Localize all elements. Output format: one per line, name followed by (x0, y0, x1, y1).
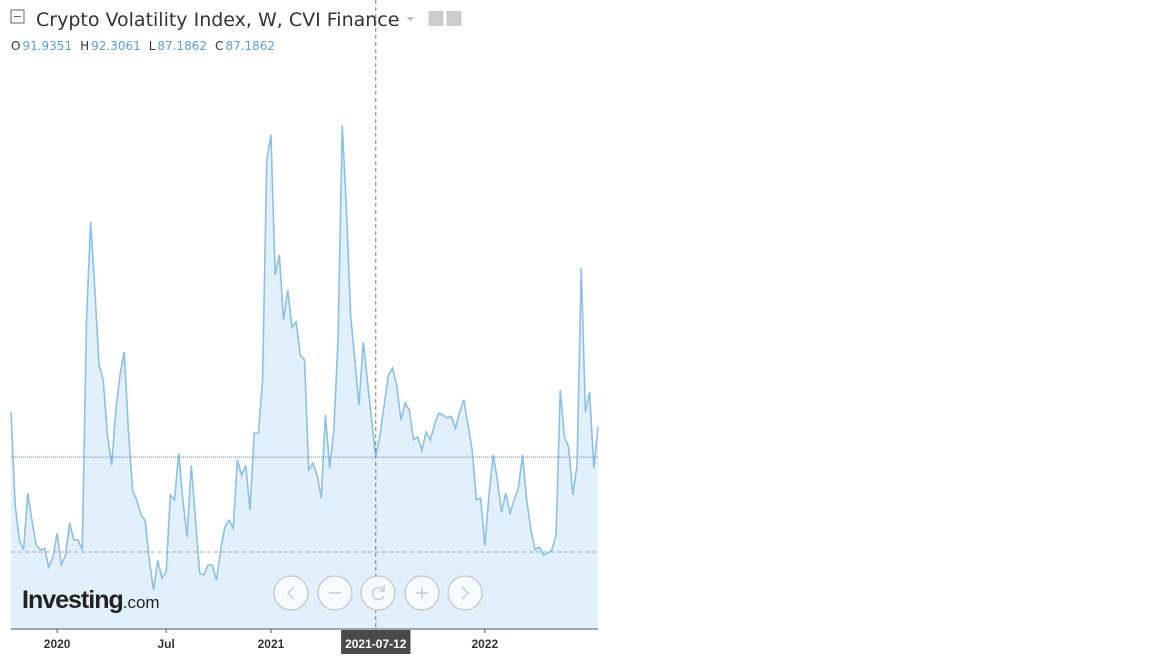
brand-suffix: .com (123, 593, 160, 612)
ohlc-label: H (80, 39, 89, 53)
ohlc-label: C (215, 39, 223, 53)
x-tick-label: 2021 (258, 637, 285, 651)
reset-icon (371, 585, 385, 601)
ohlc-value: 91.9351 (22, 39, 72, 53)
settings-button[interactable] (446, 11, 462, 26)
dropdown-caret (406, 17, 415, 21)
reset-button[interactable] (360, 575, 396, 611)
scroll-left-button[interactable] (273, 575, 309, 611)
x-tick-label: Jul (157, 637, 174, 651)
ohlc-label: O (11, 39, 20, 53)
ohlc-value: 92.3061 (91, 39, 141, 53)
crosshair-label-bg (341, 630, 411, 654)
scroll-right-button[interactable] (447, 575, 483, 611)
plus-icon (416, 587, 428, 599)
x-tick-label: 2020 (44, 637, 71, 651)
header-icons (406, 11, 462, 26)
plot-area: 2020 Jul 2021 2021-07-12 2022 (10, 0, 599, 654)
arrow-icon (286, 586, 295, 600)
crosshair-label: 2021-07-12 (345, 637, 407, 651)
brand-name: Investing (22, 586, 123, 614)
chart-title: Crypto Volatility Index, W, CVI Finance (36, 9, 399, 31)
brand-logo: Investing.com (22, 586, 160, 614)
nav-buttons (273, 575, 483, 611)
arrow-icon (461, 586, 470, 600)
ohlc-value: 87.1862 (157, 39, 207, 53)
visibility-button[interactable] (428, 11, 444, 26)
ohlc-value: 87.1862 (225, 39, 275, 53)
ohlc-label: L (149, 39, 156, 53)
ohlc-legend: O 91.9351 H 92.3061 L 87.1862 C 87.1862 (11, 39, 275, 53)
line (10, 124, 599, 591)
x-tick-label: 2022 (471, 637, 498, 651)
